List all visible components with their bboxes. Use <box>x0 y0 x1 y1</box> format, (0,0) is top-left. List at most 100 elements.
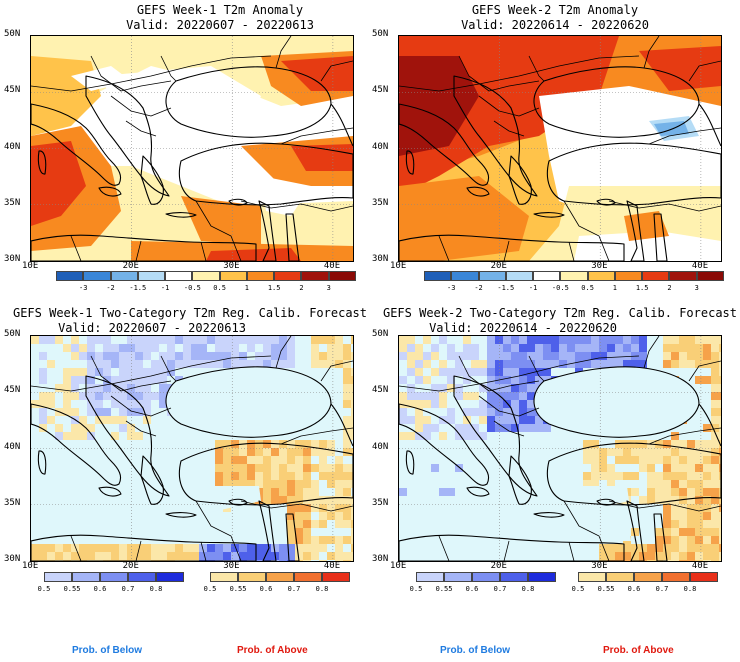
coastline-turkey <box>546 442 721 506</box>
lon-label: 40E <box>691 561 709 571</box>
country-border <box>608 200 721 212</box>
lat-label: 35N <box>4 497 21 508</box>
lat-label: 40N <box>4 141 21 152</box>
colorbar-tick-label: 0.55 <box>597 585 615 593</box>
country-border <box>125 120 157 137</box>
lon-label: 30E <box>591 261 608 271</box>
colorbar-tick-label: 0.55 <box>229 585 247 593</box>
coastline-redSea <box>653 213 668 261</box>
colorbar-swatch <box>156 572 184 582</box>
week1-probability-map <box>30 335 354 562</box>
lon-label: 40E <box>691 261 709 271</box>
country-border <box>399 355 640 392</box>
colorbar-tick-label: -0.5 <box>183 284 201 292</box>
country-border <box>240 200 353 212</box>
coastline-sardinia <box>37 150 47 175</box>
country-border <box>200 241 207 261</box>
country-border <box>528 355 545 382</box>
lon-label: 20E <box>122 561 139 571</box>
lat-label: 45N <box>4 385 21 396</box>
week2-probability-map <box>398 335 722 562</box>
colorbar-tick-label: 0.8 <box>521 585 535 593</box>
prob-above-label-week2: Prob. of Above <box>603 645 674 656</box>
colorbar-tick-label: -3 <box>447 284 456 292</box>
colorbar-swatch <box>578 572 606 582</box>
lat-label: 30N <box>372 254 389 264</box>
lat-label: 45N <box>372 85 389 96</box>
coastline-turkey <box>178 442 353 506</box>
lat-label: 45N <box>4 85 21 96</box>
colorbar-swatch <box>472 572 500 582</box>
colorbar-swatch <box>322 572 350 582</box>
coastline-greece <box>508 455 532 505</box>
colorbar-swatch <box>328 271 356 281</box>
coastline-italy <box>31 403 122 486</box>
country-border <box>31 55 272 92</box>
country-border <box>320 60 353 82</box>
colorbar-swatch <box>614 271 643 281</box>
colorbar-tick-label: 0.5 <box>581 284 594 292</box>
colorbar-swatch <box>301 271 329 281</box>
country-border <box>648 427 721 445</box>
coastline-sicily <box>466 186 490 197</box>
below-colorbar-week1: 0.5 0.55 0.6 0.7 0.8 <box>38 572 184 596</box>
country-border <box>160 55 177 82</box>
lat-label: 35N <box>372 497 389 508</box>
week1-anomaly-map <box>30 35 354 262</box>
coastline-balkans <box>453 375 538 497</box>
country-border <box>438 235 450 261</box>
lat-label: 30N <box>372 554 389 564</box>
country-border <box>275 36 292 69</box>
colorbar-swatch <box>690 572 718 582</box>
lon-label: 20E <box>490 561 507 571</box>
country-border <box>493 420 525 437</box>
colorbar-swatch <box>44 572 72 582</box>
coastline-levant <box>258 200 277 261</box>
prob-below-label-week2: Prob. of Below <box>440 645 510 656</box>
panel1-valid: Valid: 20220607 - 20220613 <box>126 18 314 32</box>
lat-label: 35N <box>372 197 389 208</box>
anomaly-colorbar-week2: -3 -2 -1.5 -1 -0.5 0.5 1 1.5 2 3 <box>424 271 724 295</box>
lon-label: 40E <box>323 561 341 571</box>
coastline-caspianEdge <box>698 103 721 147</box>
colorbar-tick-label: 0.6 <box>259 585 273 593</box>
coastline-greece <box>140 155 164 205</box>
colorbar-tick-label: -1 <box>160 284 170 292</box>
colorbar-swatch <box>528 572 556 582</box>
coastline-sicily <box>466 486 490 497</box>
panel2-valid: Valid: 20220614 - 20220620 <box>461 18 649 32</box>
colorbar-tick-label: 0.5 <box>409 585 423 593</box>
lat-label: 40N <box>372 441 389 452</box>
coastline-cyprus <box>228 198 248 206</box>
colorbar-swatch <box>416 572 444 582</box>
coastline-africa <box>399 234 625 261</box>
lat-label: 40N <box>372 141 389 152</box>
lat-label: 45N <box>372 385 389 396</box>
coastline-caspianEdge <box>330 103 353 147</box>
country-border <box>458 55 540 92</box>
colorbar-swatch <box>137 271 166 281</box>
coastline-crete <box>533 512 565 518</box>
lon-label: 10E <box>22 261 39 271</box>
colorbar-tick-label: -2 <box>106 284 115 292</box>
colorbar-swatch <box>451 271 479 281</box>
colorbar-swatch <box>444 572 472 582</box>
colorbar-swatch <box>274 271 302 281</box>
colorbar-swatch <box>669 271 697 281</box>
coastline-italy <box>399 403 490 486</box>
colorbar-swatch <box>560 271 588 281</box>
coastline-caspianEdge <box>330 403 353 447</box>
lon-label: 20E <box>122 261 139 271</box>
panel1-title: GEFS Week-1 T2m Anomaly <box>136 3 304 17</box>
country-border <box>608 500 721 512</box>
coastline-italy <box>399 103 490 186</box>
lon-label: 10E <box>390 561 407 571</box>
panel2-title: GEFS Week-2 T2m Anomaly <box>471 3 639 17</box>
country-border <box>568 541 575 561</box>
country-border <box>280 427 353 445</box>
colorbar-swatch <box>210 572 238 582</box>
colorbar-tick-label: 0.55 <box>63 585 81 593</box>
colorbar-swatch <box>642 271 670 281</box>
colorbar-tick-label: 0.7 <box>655 585 669 593</box>
country-border <box>275 336 292 369</box>
